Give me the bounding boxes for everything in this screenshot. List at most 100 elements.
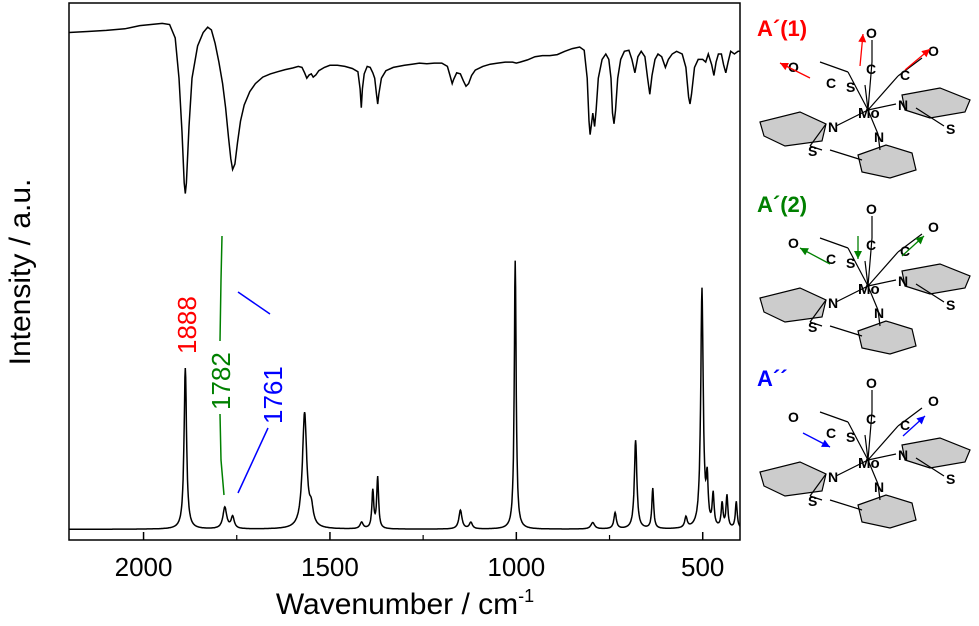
- mode-label-3: A´´: [757, 366, 788, 391]
- bond: [867, 109, 879, 135]
- arrow-head: [921, 49, 930, 58]
- peak-label-1761: 1761: [258, 366, 288, 424]
- bond: [864, 434, 869, 461]
- pyridine-ring-bottom: [857, 320, 917, 355]
- bond: [867, 61, 873, 111]
- experimental-spectrum-line: [68, 22, 740, 194]
- peak-annotations: 1888 1782 1761: [172, 235, 288, 496]
- carbon-atom: C: [826, 251, 836, 267]
- bond: [847, 247, 869, 287]
- x-tick-label-1000: 1000: [487, 552, 545, 582]
- bond: [809, 299, 827, 323]
- sulfur-atom: S: [808, 493, 817, 509]
- oxygen-atom: O: [866, 25, 877, 41]
- nitrogen-atom: N: [898, 273, 908, 289]
- molybdenum-atom: Mo: [858, 105, 880, 122]
- carbon-atom: C: [866, 61, 876, 77]
- bond: [829, 499, 863, 511]
- x-tick-label-500: 500: [681, 552, 724, 582]
- peak-1761-leader: [237, 291, 271, 315]
- x-axis-title: Wavenumber / cm-1: [276, 586, 534, 621]
- pyridine-ring-right: [901, 263, 971, 295]
- bond: [864, 260, 869, 287]
- pyridine-ring-right: [901, 87, 971, 119]
- carbon-atom: C: [900, 243, 910, 259]
- bond: [867, 285, 879, 311]
- bond: [867, 237, 873, 287]
- x-axis: 2000 1500 1000 500: [115, 532, 724, 582]
- nitrogen-atom: N: [874, 305, 884, 321]
- peak-1782-leader-lower: [219, 413, 225, 496]
- sulfur-atom: S: [846, 429, 855, 445]
- series-layer: [68, 22, 741, 530]
- nitrogen-atom: N: [898, 97, 908, 113]
- carbon-atom: C: [826, 75, 836, 91]
- bond: [915, 107, 945, 127]
- carbon-atom: C: [866, 411, 876, 427]
- peak-label-1888: 1888: [172, 296, 202, 354]
- bond: [809, 145, 823, 151]
- pyridine-ring-left: [759, 111, 827, 147]
- bond: [867, 425, 899, 461]
- bond: [847, 71, 869, 111]
- carbon-atom: C: [826, 425, 836, 441]
- y-axis-title: Intensity / a.u.: [4, 179, 37, 366]
- bond: [877, 133, 881, 151]
- bond: [819, 61, 849, 73]
- plot-frame: [68, 2, 741, 541]
- carbon-atom: C: [900, 417, 910, 433]
- pyridine-ring-right: [901, 437, 971, 469]
- bond: [819, 411, 849, 423]
- mode-label-1: A´(1): [757, 16, 807, 41]
- oxygen-atom: O: [928, 43, 939, 59]
- mode-label-2: A´(2): [757, 192, 807, 217]
- pyridine-ring-left: [759, 287, 827, 323]
- oxygen-atom: O: [866, 375, 877, 391]
- bond: [835, 285, 869, 303]
- bond: [829, 325, 863, 337]
- nitrogen-atom: N: [828, 119, 838, 135]
- pyridine-ring-bottom: [857, 494, 917, 529]
- pyridine-ring-left: [759, 461, 827, 497]
- sulfur-atom: S: [846, 79, 855, 95]
- calculated-spectrum-line: [69, 260, 741, 530]
- nitrogen-atom: N: [874, 129, 884, 145]
- nitrogen-atom: N: [828, 295, 838, 311]
- bond: [897, 407, 923, 427]
- bond: [847, 421, 869, 461]
- bond: [867, 453, 897, 461]
- peak-label-1782: 1782: [206, 352, 236, 410]
- oxygen-atom: O: [866, 201, 877, 217]
- bond: [835, 109, 869, 127]
- arrow-head: [854, 251, 862, 259]
- bond: [809, 123, 827, 147]
- oxygen-atom: O: [928, 393, 939, 409]
- arrow-head: [915, 236, 924, 245]
- peak-1782-leader: [219, 235, 223, 342]
- bond: [864, 84, 869, 111]
- carbon-atom: C: [900, 67, 910, 83]
- bond: [897, 57, 923, 77]
- sulfur-atom: S: [946, 297, 955, 313]
- bond: [835, 459, 869, 477]
- sulfur-atom: S: [846, 255, 855, 271]
- x-tick-label-2000: 2000: [115, 552, 173, 582]
- molybdenum-atom: Mo: [858, 281, 880, 298]
- bond: [809, 495, 823, 501]
- bond: [867, 103, 897, 111]
- oxygen-atom: O: [788, 59, 799, 75]
- oxygen-atom: O: [788, 409, 799, 425]
- bond: [829, 149, 863, 161]
- sulfur-atom: S: [946, 121, 955, 137]
- arrow-head: [858, 34, 867, 43]
- peak-1761-leader-lower: [237, 427, 269, 494]
- oxygen-atom: O: [928, 219, 939, 235]
- pyridine-ring-bottom: [857, 144, 917, 179]
